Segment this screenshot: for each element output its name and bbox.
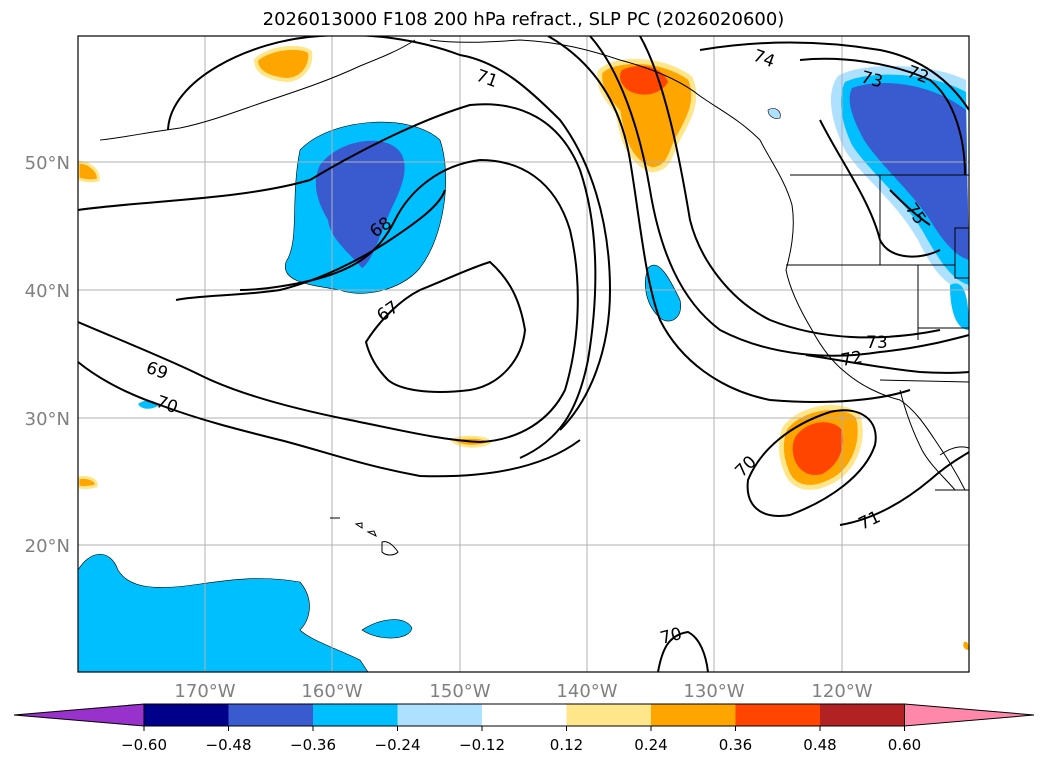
negative-anomaly-core: [849, 83, 969, 260]
lon-label: 120°W: [811, 681, 872, 702]
filled-anomalies: [78, 45, 969, 672]
colorbar-tick-label: 0.12: [550, 736, 583, 754]
colorbar-segment: [144, 704, 229, 726]
positive-anomaly-region: [253, 45, 313, 83]
contour-label: 73: [866, 333, 888, 353]
contour-line-72: [699, 41, 969, 111]
positive-anomaly-core: [792, 422, 844, 476]
contour-line-70: [78, 361, 581, 478]
negative-anomaly-core: [315, 140, 405, 268]
gridlines: [78, 36, 969, 672]
lon-label: 160°W: [301, 681, 362, 702]
lat-label: 20°N: [25, 536, 70, 557]
map-title: 2026013000 F108 200 hPa refract., SLP PC…: [262, 9, 785, 30]
contour-line-70: [78, 103, 597, 459]
lat-label: 50°N: [25, 153, 70, 174]
alaska-coastline: [429, 39, 761, 141]
contour-line-73: [819, 119, 941, 258]
state-border: [954, 227, 969, 279]
contour-line-70: [746, 409, 877, 517]
contour-line-70: [657, 630, 709, 672]
negative-anomaly-region: [767, 108, 781, 119]
contour-line-68: [175, 189, 446, 301]
colorbar-tick-label: 0.48: [803, 736, 836, 754]
negative-anomaly-region: [645, 264, 681, 322]
colorbar-tick-label: −0.36: [290, 736, 336, 754]
positive-anomaly-region: [78, 160, 100, 183]
colorbar-segment: [482, 704, 567, 726]
colorbar-tick-label: −0.12: [459, 736, 505, 754]
colorbar-frame: [143, 703, 905, 727]
colorbar-tick-labels: −0.60 −0.48 −0.36 −0.24 −0.12 0.12 0.24 …: [121, 736, 921, 754]
baja-california: [899, 389, 956, 491]
contour-line-74: [799, 57, 966, 176]
negative-anomaly-region: [112, 636, 208, 672]
islands: [330, 517, 399, 556]
alaska-coastline: [99, 39, 416, 141]
negative-anomaly-region: [950, 283, 969, 330]
contour-line-67: [364, 260, 527, 393]
hawaii-island: [366, 530, 377, 538]
colorbar-tick-label: 0.24: [634, 736, 667, 754]
lat-label: 30°N: [25, 409, 70, 430]
lon-label: 170°W: [174, 681, 235, 702]
colorbar-segment: [651, 704, 736, 726]
lon-label: 150°W: [429, 681, 490, 702]
colorbar-tick-label: −0.60: [121, 736, 167, 754]
plot-area: 71 74 73 72 68 67 69 70 75 73 72 70 71 7…: [78, 36, 969, 672]
negative-anomaly-region: [361, 619, 413, 639]
contour-label: 72: [839, 347, 864, 370]
colorbar-segment: [735, 704, 820, 726]
latitude-labels: 50°N 40°N 30°N 20°N: [25, 153, 70, 557]
contour-line-72: [547, 36, 911, 403]
north-america-west-coast: [759, 139, 966, 491]
contour-line-71: [839, 451, 969, 526]
colorbar-tick-label: −0.24: [375, 736, 421, 754]
colorbar-extend-high: [904, 703, 1035, 727]
colorbar-tick-label: −0.48: [206, 736, 252, 754]
us-mexico-border: [879, 379, 969, 383]
colorbar-segment: [566, 704, 651, 726]
colorbar-segment: [397, 704, 482, 726]
slp-contours: [78, 36, 969, 672]
colorbar-ticks: [143, 726, 905, 731]
mexico-coast: [939, 446, 969, 456]
positive-anomaly-region: [963, 641, 969, 650]
positive-anomaly-region: [597, 58, 697, 173]
contour-line-69: [78, 158, 579, 444]
positive-anomaly-region: [78, 476, 98, 489]
colorbar-extend-low: [13, 703, 145, 727]
hawaii-island: [354, 522, 363, 529]
colorbar-segment: [228, 704, 313, 726]
lon-label: 130°W: [683, 681, 744, 702]
colorbar-segment: [820, 704, 905, 726]
hawaii-island: [381, 541, 399, 556]
coastlines: [99, 39, 969, 491]
longitude-labels: 170°W 160°W 150°W 140°W 130°W 120°W: [174, 681, 872, 702]
contour-line-75: [889, 189, 931, 226]
lon-label: 140°W: [556, 681, 617, 702]
plot-frame: [77, 35, 970, 673]
colorbar-tick-label: 0.60: [888, 736, 921, 754]
colorbar-segment: [313, 704, 398, 726]
contour-line-71: [167, 36, 612, 431]
contour-line-72: [805, 354, 969, 374]
colorbar-tick-label: 0.36: [719, 736, 752, 754]
lat-label: 40°N: [25, 281, 70, 302]
contour-line-74: [639, 36, 941, 339]
colorbar: −0.60 −0.48 −0.36 −0.24 −0.12 0.12 0.24 …: [13, 703, 1035, 754]
contour-line-73: [589, 36, 969, 357]
